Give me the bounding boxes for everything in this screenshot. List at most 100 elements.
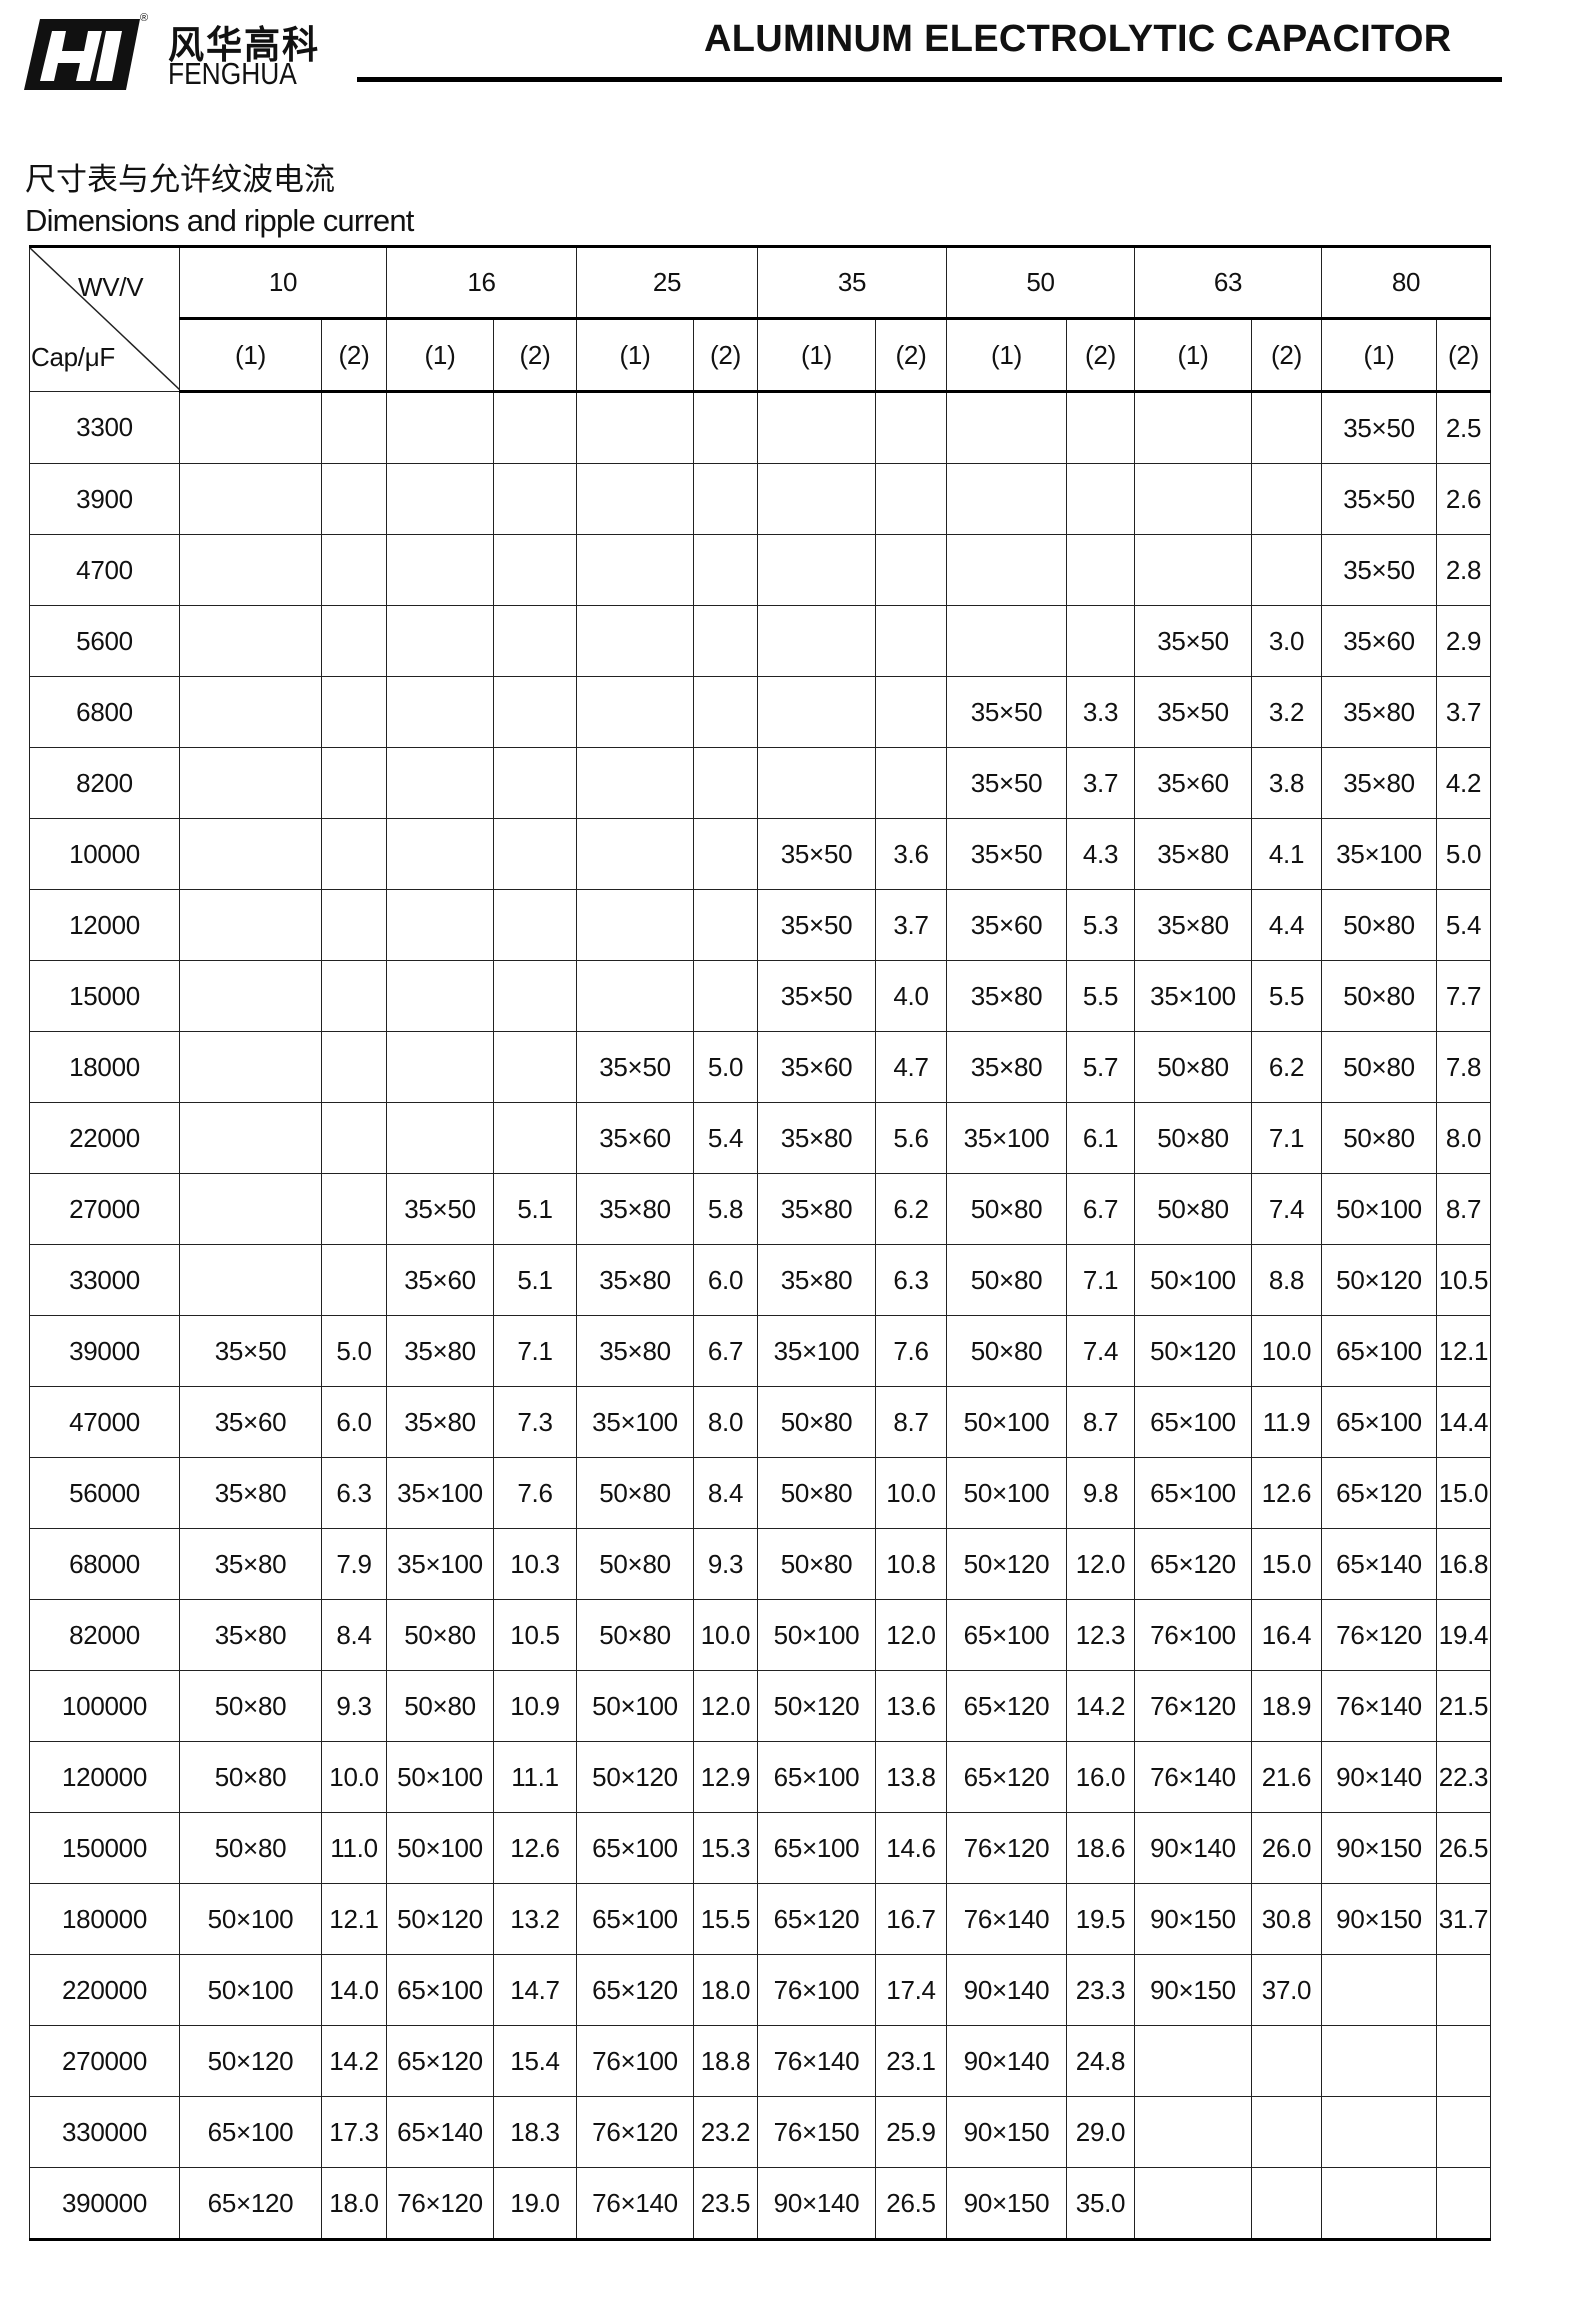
ripple-current-cell: 4.2 xyxy=(1436,747,1491,819)
size-cell: 35×80 xyxy=(1134,889,1252,961)
ripple-current-cell: 35.0 xyxy=(1066,2167,1135,2240)
size-cell: 50×100 xyxy=(179,1954,322,2026)
ripple-current-cell: 18.9 xyxy=(1251,1670,1322,1742)
size-cell: 35×50 xyxy=(757,889,876,961)
size-cell: 50×80 xyxy=(946,1173,1067,1245)
ripple-current-cell: 10.0 xyxy=(693,1599,758,1671)
ripple-current-cell: 37.0 xyxy=(1251,1954,1322,2026)
table-row: 180000 50×100 12.1 50×120 13.2 65×100 15.5 65×1… xyxy=(29,1883,1491,1955)
ripple-current-cell xyxy=(493,391,577,464)
ripple-current-cell: 16.7 xyxy=(875,1883,947,1955)
capacitance-cell: 220000 xyxy=(29,1954,180,2026)
ripple-current-cell xyxy=(493,463,577,535)
size-cell: 65×140 xyxy=(1321,1528,1437,1600)
document-title: ALUMINUM ELECTROLYTIC CAPACITOR xyxy=(704,18,1452,60)
ripple-current-cell xyxy=(693,747,758,819)
section-title-en: Dimensions and ripple current xyxy=(25,203,414,238)
size-cell xyxy=(1134,391,1252,464)
ripple-current-cell: 3.7 xyxy=(875,889,947,961)
size-header: (1) xyxy=(946,317,1067,393)
capacitance-cell: 39000 xyxy=(29,1315,180,1387)
ripple-current-cell xyxy=(1251,2096,1322,2168)
size-cell xyxy=(576,605,694,677)
ripple-current-cell: 7.3 xyxy=(493,1386,577,1458)
size-cell xyxy=(757,747,876,819)
size-cell: 35×80 xyxy=(179,1457,322,1529)
size-header: (1) xyxy=(1134,317,1252,393)
ripple-current-cell: 4.7 xyxy=(875,1031,947,1103)
size-cell xyxy=(757,605,876,677)
voltage-header-25: 25 xyxy=(576,246,758,319)
size-cell: 76×140 xyxy=(946,1883,1067,1955)
size-cell xyxy=(179,1244,322,1316)
table-row: 6800 35×50 3.3 35×50 3.2 35×80 3.7 xyxy=(29,676,1491,748)
size-cell: 35×100 xyxy=(386,1457,494,1529)
ripple-current-cell xyxy=(493,818,577,890)
voltage-header-35: 35 xyxy=(757,246,947,319)
capacitance-cell: 68000 xyxy=(29,1528,180,1600)
size-cell: 90×150 xyxy=(946,2096,1067,2168)
size-cell: 35×60 xyxy=(1321,605,1437,677)
ripple-current-cell: 15.4 xyxy=(493,2025,577,2097)
ripple-current-cell xyxy=(1066,463,1135,535)
size-cell: 50×100 xyxy=(386,1741,494,1813)
size-cell: 35×80 xyxy=(576,1244,694,1316)
size-cell: 50×80 xyxy=(1321,889,1437,961)
diagonal-divider xyxy=(30,248,180,390)
size-cell: 50×100 xyxy=(946,1386,1067,1458)
size-cell: 35×80 xyxy=(946,960,1067,1032)
ripple-current-cell: 22.3 xyxy=(1436,1741,1491,1813)
ripple-current-cell: 21.5 xyxy=(1436,1670,1491,1742)
subheader-row: (1) (2) (1) (2) (1) (2) (1) (2) (1) (2) (1) (2) (1)(… xyxy=(30,317,1491,393)
registered-mark: ® xyxy=(140,12,149,24)
size-cell: 50×120 xyxy=(1321,1244,1437,1316)
size-cell xyxy=(386,534,494,606)
table-row: 150000 50×80 11.0 50×100 12.6 65×100 15.3 65×10… xyxy=(29,1812,1491,1884)
ripple-current-cell xyxy=(493,605,577,677)
ripple-current-cell xyxy=(321,889,387,961)
size-cell xyxy=(179,747,322,819)
ripple-current-cell: 14.7 xyxy=(493,1954,577,2026)
ripple-current-cell: 7.1 xyxy=(493,1315,577,1387)
ripple-current-cell: 3.0 xyxy=(1251,605,1322,677)
size-header: (1) xyxy=(757,317,876,393)
ripple-current-cell: 5.3 xyxy=(1066,889,1135,961)
ripple-current-cell: 2.6 xyxy=(1436,463,1491,535)
table-row: 22000 35×60 5.4 35×80 5.6 35×100 6.1 50×80 7.1 50… xyxy=(29,1102,1491,1174)
ripple-current-cell: 6.1 xyxy=(1066,1102,1135,1174)
section-title-cn: 尺寸表与允许纹波电流 xyxy=(25,162,335,197)
ripple-current-cell: 8.8 xyxy=(1251,1244,1322,1316)
size-cell: 35×60 xyxy=(386,1244,494,1316)
size-cell: 76×120 xyxy=(1321,1599,1437,1671)
ripple-current-cell xyxy=(321,1173,387,1245)
size-cell: 65×120 xyxy=(1321,1457,1437,1529)
size-cell xyxy=(179,1031,322,1103)
size-cell: 65×100 xyxy=(757,1741,876,1813)
ripple-current-cell xyxy=(693,391,758,464)
size-cell xyxy=(576,889,694,961)
ripple-current-cell: 18.8 xyxy=(693,2025,758,2097)
ripple-current-header: (2) xyxy=(875,317,947,393)
size-cell: 35×100 xyxy=(946,1102,1067,1174)
table-row: 68000 35×80 7.9 35×100 10.3 50×80 9.3 50×80 10.8… xyxy=(29,1528,1491,1600)
ripple-current-cell xyxy=(875,676,947,748)
ripple-current-cell xyxy=(1066,605,1135,677)
ripple-current-cell: 10.8 xyxy=(875,1528,947,1600)
size-cell xyxy=(386,1102,494,1174)
ripple-current-cell: 4.3 xyxy=(1066,818,1135,890)
size-cell: 35×80 xyxy=(386,1386,494,1458)
ripple-current-cell: 13.6 xyxy=(875,1670,947,1742)
ripple-current-cell xyxy=(493,960,577,1032)
size-cell: 76×100 xyxy=(757,1954,876,2026)
ripple-current-cell: 12.9 xyxy=(693,1741,758,1813)
size-cell: 50×80 xyxy=(1134,1173,1252,1245)
size-cell xyxy=(946,534,1067,606)
capacitance-cell: 390000 xyxy=(29,2167,180,2240)
size-cell: 65×120 xyxy=(179,2167,322,2240)
ripple-current-cell: 10.0 xyxy=(875,1457,947,1529)
ripple-current-cell: 8.7 xyxy=(1436,1173,1491,1245)
ripple-current-cell: 4.4 xyxy=(1251,889,1322,961)
table-row: 33000 35×60 5.1 35×80 6.0 35×80 6.3 50×80 7.1 50×… xyxy=(29,1244,1491,1316)
size-cell: 76×100 xyxy=(1134,1599,1252,1671)
size-cell: 90×140 xyxy=(946,2025,1067,2097)
